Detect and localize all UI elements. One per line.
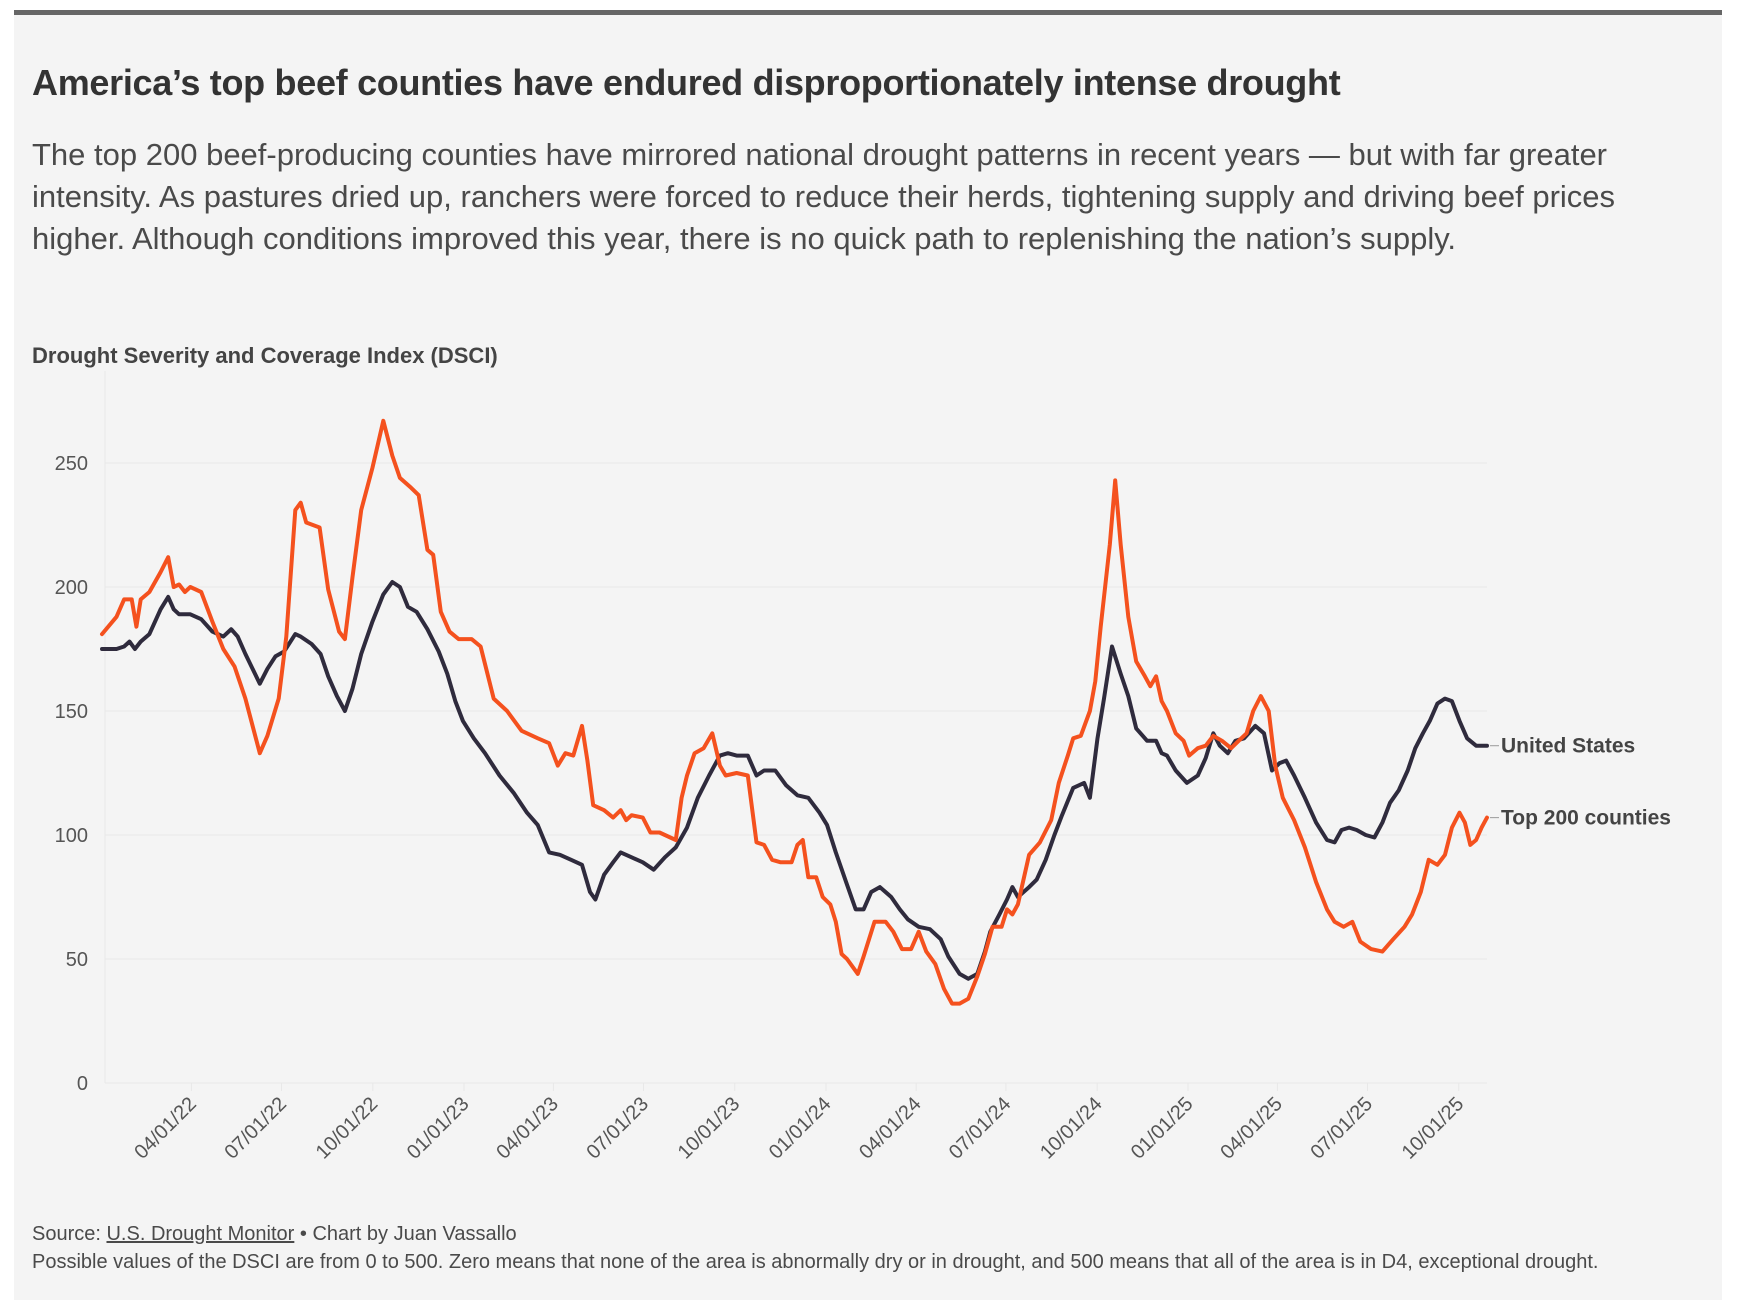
x-tick-label: 10/01/25 [1398, 1093, 1469, 1164]
y-tick-label: 50 [66, 949, 88, 971]
x-tick-label: 10/01/22 [312, 1093, 383, 1164]
x-tick-label: 07/01/23 [582, 1093, 653, 1164]
series-label: United States [1501, 735, 1635, 758]
source-line: Source: U.S. Drought Monitor • Chart by … [32, 1220, 1712, 1248]
x-tick-label: 07/01/22 [220, 1093, 291, 1164]
x-tick-label: 04/01/23 [492, 1093, 563, 1164]
x-tick-label: 01/01/23 [403, 1093, 474, 1164]
y-tick-label: 200 [55, 577, 88, 599]
chart-description: The top 200 beef-producing counties have… [32, 137, 1616, 256]
chart-footer: Source: U.S. Drought Monitor • Chart by … [32, 1220, 1712, 1276]
chart-headline: America’s top beef counties have endured… [32, 62, 1341, 103]
y-tick-label: 0 [77, 1073, 88, 1095]
x-tick-label: 10/01/24 [1036, 1093, 1107, 1164]
y-axis-title: Drought Severity and Coverage Index (DSC… [32, 343, 498, 368]
source-link[interactable]: U.S. Drought Monitor [106, 1223, 295, 1245]
top-accent-bar [14, 10, 1722, 15]
series-label: Top 200 counties [1501, 807, 1671, 830]
x-tick-label: 04/01/24 [855, 1093, 926, 1164]
x-tick-label: 01/01/24 [765, 1093, 836, 1164]
x-tick-label: 01/01/25 [1127, 1093, 1198, 1164]
y-axis-ticks: 0 50 100 150 200 250 [55, 453, 88, 1095]
footnote: Possible values of the DSCI are from 0 t… [32, 1251, 1599, 1273]
x-tick-label: 07/01/25 [1306, 1093, 1377, 1164]
x-axis-ticks: 04/01/22 07/01/22 10/01/22 01/01/23 04/01/23… [130, 1083, 1468, 1164]
y-tick-label: 100 [55, 825, 88, 847]
source-prefix: Source: [32, 1223, 107, 1245]
series-line-top-200-counties [100, 418, 1489, 1006]
y-tick-label: 250 [55, 453, 88, 475]
y-tick-label: 150 [55, 701, 88, 723]
x-tick-label: 07/01/24 [945, 1093, 1016, 1164]
chart-card [14, 15, 1722, 1300]
series-lines [100, 418, 1489, 1006]
x-tick-label: 10/01/23 [674, 1093, 745, 1164]
x-tick-label: 04/01/25 [1216, 1093, 1287, 1164]
series-labels: United States Top 200 counties [1490, 735, 1671, 830]
chart-credit: • Chart by Juan Vassallo [294, 1223, 517, 1245]
gridlines [104, 371, 1487, 1084]
x-tick-label: 04/01/22 [130, 1093, 201, 1164]
